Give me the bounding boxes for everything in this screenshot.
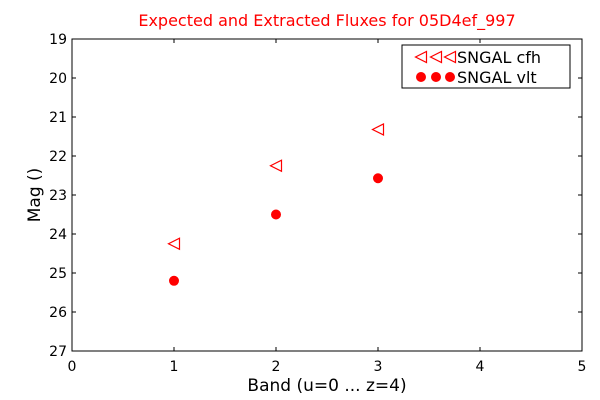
y-tick-label: 21 [49,110,67,126]
x-tick-label: 4 [476,359,485,375]
legend: SNGAL cfh SNGAL vlt [401,44,571,89]
plot-area [72,39,582,351]
legend-marker-glyph [445,72,455,82]
points-layer [167,123,385,286]
y-tick-label: 25 [49,266,67,282]
data-point-sngal-vlt [373,173,383,184]
legend-marker-glyph [443,50,457,64]
x-tick-label: 3 [374,359,383,375]
data-point-sngal-cfh [371,123,385,136]
chart-title: Expected and Extracted Fluxes for 05D4ef… [138,11,515,31]
x-tick-label: 1 [170,359,179,375]
x-axis-label: Band (u=0 ... z=4) [247,376,406,396]
data-point-sngal-cfh [269,159,283,173]
plot-frame [71,38,583,352]
x-tick-label: 0 [68,359,77,375]
y-axis-label: Mag () [25,168,45,223]
x-tick-label: 5 [578,359,587,375]
data-point-sngal-cfh [167,237,181,251]
legend-marker-glyph [431,72,441,82]
legend-box [401,44,571,89]
y-tick-label: 26 [49,305,67,321]
y-tick-label: 23 [49,188,67,204]
x-tick-label: 2 [272,359,281,375]
legend-marker-glyph [416,72,426,82]
legend-marker-glyph [429,50,443,64]
y-tick-label: 27 [49,344,67,360]
legend-label-sngal-vlt: SNGAL vlt [457,68,537,87]
legend-label-sngal-cfh: SNGAL cfh [457,48,541,67]
y-tick-label: 20 [49,71,67,87]
data-point-sngal-vlt [169,275,179,286]
y-tick-label: 24 [49,227,67,243]
y-tick-label: 19 [49,32,67,48]
y-tick-label: 22 [49,149,67,165]
legend-marker-glyph [414,50,428,64]
legend-marker-sngal-vlt [416,72,455,82]
data-point-sngal-vlt [271,209,281,220]
legend-marker-sngal-cfh [414,50,457,64]
